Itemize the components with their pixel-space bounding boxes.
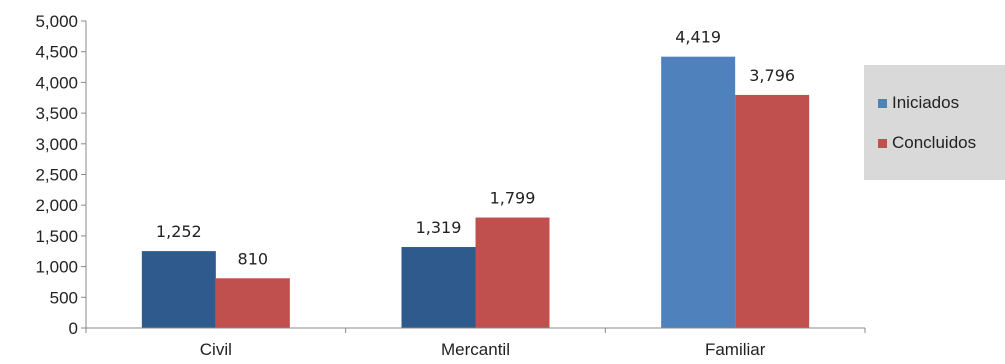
y-tick-label: 2,500 (35, 166, 78, 185)
data-label: 1,319 (416, 218, 462, 237)
bar-iniciados-familiar (661, 56, 736, 328)
legend-swatch-iniciados (878, 98, 887, 108)
y-tick-label: 5,000 (35, 12, 78, 31)
bar-iniciados-mercantil (401, 247, 476, 328)
y-tick-label: 1,000 (35, 258, 78, 277)
y-tick-label: 4,000 (35, 73, 78, 92)
y-tick-label: 4,500 (35, 43, 78, 62)
data-label: 1,252 (156, 222, 202, 241)
y-tick-label: 3,000 (35, 135, 78, 154)
data-labels: 1,252 810 1,319 1,799 4,419 3,796 (156, 28, 795, 269)
category-label: Civil (200, 340, 232, 359)
bar-concluidos-familiar (735, 94, 810, 328)
bar-concluidos-civil (215, 278, 290, 328)
category-label: Mercantil (441, 340, 510, 359)
data-label: 3,796 (749, 66, 795, 85)
y-tick-label: 0 (69, 319, 78, 338)
category-label: Familiar (705, 340, 766, 359)
data-label: 810 (238, 249, 269, 268)
data-label: 4,419 (675, 28, 721, 47)
y-tick-label: 3,500 (35, 104, 78, 123)
legend: Iniciados Concluidos (864, 65, 1005, 180)
legend-item-concluidos: Concluidos (878, 133, 976, 153)
legend-item-iniciados: Iniciados (878, 93, 959, 113)
bar-concluidos-mercantil (475, 217, 550, 328)
y-tick-label: 500 (50, 288, 78, 307)
legend-label: Concluidos (892, 133, 977, 152)
y-tick-label: 2,000 (35, 196, 78, 215)
bars (141, 56, 810, 328)
y-axis-ticks: 0 500 1,000 1,500 2,000 2,500 3,000 3,500 4,000 4… (35, 12, 86, 338)
data-label: 1,799 (490, 189, 536, 208)
y-tick-label: 1,500 (35, 227, 78, 246)
bar-iniciados-civil (141, 251, 216, 328)
category-labels: Civil Mercantil Familiar (85, 328, 866, 359)
legend-swatch-concluidos (878, 138, 887, 148)
legend-label: Iniciados (892, 93, 960, 112)
